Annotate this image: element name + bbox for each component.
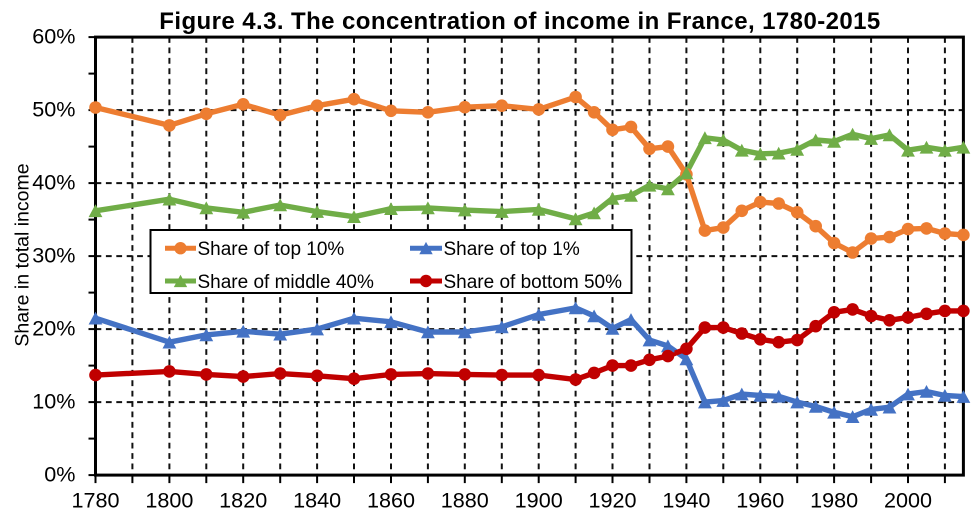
svg-text:40%: 40% (32, 170, 75, 195)
svg-text:50%: 50% (32, 97, 75, 122)
svg-text:20%: 20% (32, 316, 75, 341)
svg-text:0%: 0% (44, 462, 75, 487)
svg-text:1900: 1900 (515, 488, 563, 513)
svg-text:Share of top 1%: Share of top 1% (444, 239, 580, 260)
svg-text:1800: 1800 (145, 488, 193, 513)
svg-text:1820: 1820 (219, 488, 267, 513)
svg-text:Share of middle 40%: Share of middle 40% (198, 272, 374, 293)
svg-text:30%: 30% (32, 243, 75, 268)
svg-text:1840: 1840 (293, 488, 341, 513)
svg-text:2000: 2000 (884, 488, 932, 513)
svg-text:1860: 1860 (367, 488, 415, 513)
svg-text:Share in total income: Share in total income (12, 163, 34, 346)
svg-text:1920: 1920 (588, 488, 636, 513)
svg-text:10%: 10% (32, 389, 75, 414)
svg-text:1940: 1940 (662, 488, 710, 513)
svg-text:1880: 1880 (441, 488, 489, 513)
svg-text:1980: 1980 (810, 488, 858, 513)
svg-text:1960: 1960 (736, 488, 784, 513)
svg-text:Figure 4.3. The concentration: Figure 4.3. The concentration of income … (159, 8, 880, 35)
svg-text:Share of top 10%: Share of top 10% (198, 239, 345, 260)
svg-text:Share of bottom 50%: Share of bottom 50% (444, 272, 623, 293)
svg-text:60%: 60% (32, 24, 75, 49)
svg-text:1780: 1780 (71, 488, 119, 513)
